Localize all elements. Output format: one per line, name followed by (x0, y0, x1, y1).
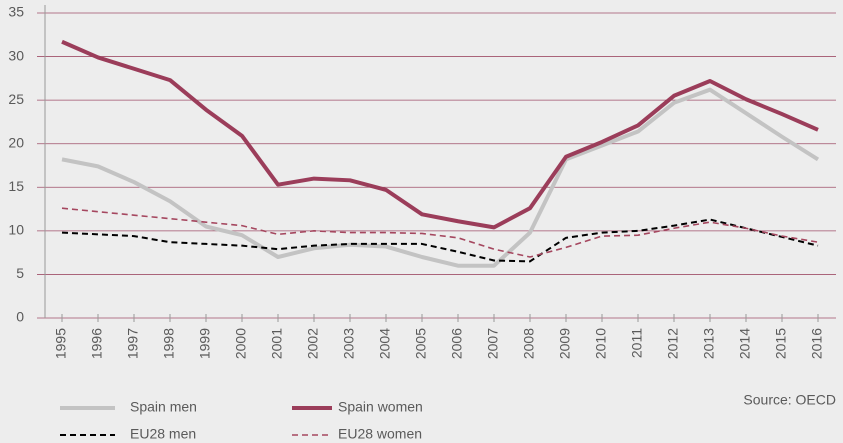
x-tick-label: 2002 (305, 328, 321, 359)
y-tick-label: 15 (8, 178, 24, 194)
x-tick-label: 2008 (521, 328, 537, 359)
x-tick-label: 2014 (737, 328, 753, 359)
legend-label: EU28 men (130, 426, 196, 442)
x-tick-label: 2011 (629, 328, 645, 358)
series-line (61, 207, 819, 258)
legend-label: Spain men (130, 399, 197, 415)
x-tick-label: 1998 (161, 328, 177, 359)
x-tick-label: 2012 (665, 328, 681, 359)
y-tick-label: 25 (8, 91, 24, 107)
series-line (61, 39, 819, 230)
y-tick-label: 0 (16, 309, 24, 325)
x-tick-label: 2016 (809, 328, 825, 359)
x-tick-label: 2005 (413, 328, 429, 359)
x-tick-label: 2013 (701, 328, 717, 359)
y-tick-label: 20 (8, 134, 24, 150)
x-tick-label: 2006 (449, 328, 465, 359)
x-tick-label: 2000 (233, 328, 249, 359)
source-note: Source: OECD (743, 392, 836, 408)
x-tick-label: 2003 (341, 328, 357, 359)
y-tick-label: 35 (8, 4, 24, 20)
y-tick-label: 5 (16, 265, 24, 281)
x-tick-label: 1995 (53, 328, 69, 359)
legend-label: Spain women (338, 399, 423, 415)
x-tick-label: 1996 (89, 328, 105, 359)
x-tick-label: 2009 (557, 328, 573, 359)
x-tick-label: 2010 (593, 328, 609, 359)
y-tick-label: 10 (8, 222, 24, 238)
series-line (61, 87, 820, 268)
x-tick-label: 2007 (485, 328, 501, 359)
x-tick-label: 2015 (773, 328, 789, 359)
x-tick-label: 1999 (197, 328, 213, 359)
y-tick-label: 30 (8, 47, 24, 63)
legend-label: EU28 women (338, 426, 422, 442)
x-tick-label: 1997 (125, 328, 141, 359)
x-tick-label: 2001 (269, 328, 285, 359)
x-tick-label: 2004 (377, 328, 393, 359)
series-line (61, 218, 819, 263)
